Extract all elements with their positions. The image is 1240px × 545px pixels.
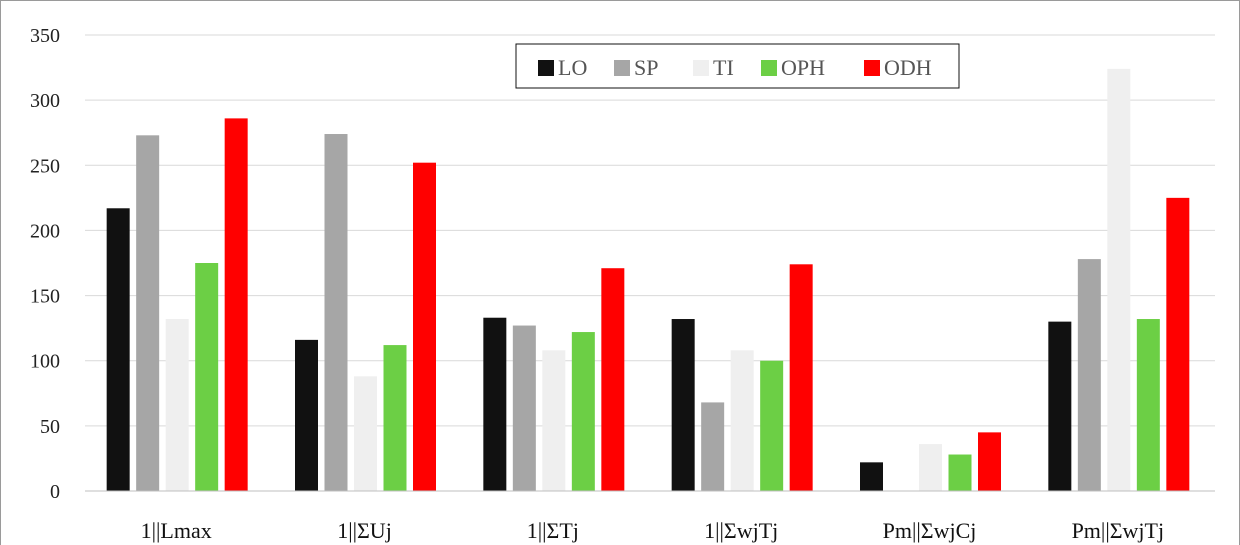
- y-tick-label: 0: [50, 481, 60, 503]
- legend-swatch-lo: [538, 60, 554, 76]
- category-label: Pm||ΣwjTj: [1072, 518, 1165, 543]
- legend: LO SP TI OPH ODH: [515, 43, 960, 89]
- legend-swatch-odh: [864, 60, 880, 76]
- bar-sp-0: [136, 135, 160, 491]
- legend-label-oph: OPH: [781, 55, 825, 80]
- bar-sp-1: [324, 134, 348, 491]
- y-tick-label: 50: [40, 416, 60, 438]
- gridlines: [85, 34, 1215, 427]
- y-tick-label: 150: [30, 286, 60, 308]
- y-axis-ticks: 0 50 100 150 200 250 300 350: [30, 25, 60, 503]
- bar-ti-2: [542, 350, 566, 491]
- legend-swatch-oph: [761, 60, 777, 76]
- legend-label-odh: ODH: [884, 55, 932, 80]
- bar-odh-0: [224, 118, 248, 491]
- bar-oph-0: [195, 263, 219, 491]
- bar-lo-1: [295, 339, 318, 491]
- category-label: 1||ΣwjTj: [704, 518, 778, 543]
- bar-lo-3: [671, 319, 695, 491]
- bar-oph-2: [571, 332, 595, 491]
- bar-lo-5: [1048, 321, 1072, 491]
- bar-odh-3: [789, 264, 813, 491]
- bar-odh-2: [601, 268, 625, 491]
- y-tick-label: 350: [30, 25, 60, 47]
- bar-sp-3: [701, 402, 725, 491]
- legend-swatch-sp: [614, 60, 630, 76]
- bars: [106, 68, 1190, 492]
- y-tick-label: 300: [30, 90, 60, 112]
- category-label: 1||ΣUj: [337, 518, 392, 543]
- bar-ti-5: [1107, 68, 1131, 492]
- bar-sp-2: [512, 325, 536, 491]
- bar-oph-1: [383, 345, 407, 491]
- bar-ti-3: [730, 350, 754, 491]
- bar-odh-5: [1166, 197, 1190, 491]
- bar-ti-4: [919, 444, 942, 491]
- bar-ti-1: [354, 376, 377, 491]
- legend-label-ti: TI: [713, 55, 734, 80]
- bar-lo-2: [483, 317, 507, 491]
- bar-oph-4: [948, 454, 972, 491]
- y-tick-label: 100: [30, 351, 60, 373]
- bar-oph-3: [760, 360, 784, 491]
- legend-swatch-ti: [693, 60, 709, 76]
- bar-sp-5: [1077, 259, 1101, 491]
- legend-label-sp: SP: [634, 55, 658, 80]
- category-label: 1||ΣTj: [527, 518, 579, 543]
- category-label: 1||Lmax: [141, 518, 212, 543]
- bar-ti-0: [165, 319, 189, 491]
- bar-odh-4: [978, 432, 1001, 491]
- legend-label-lo: LO: [558, 55, 587, 80]
- category-label: Pm||ΣwjCj: [883, 518, 977, 543]
- category-labels: 1||Lmax 1||ΣUj 1||ΣTj 1||ΣwjTj Pm||ΣwjCj Pm||…: [141, 518, 1164, 543]
- bar-lo-4: [860, 462, 883, 491]
- bar-lo-0: [106, 208, 130, 491]
- y-tick-label: 250: [30, 155, 60, 177]
- y-tick-label: 200: [30, 220, 60, 242]
- bar-oph-5: [1136, 319, 1160, 491]
- legend-box: [515, 43, 960, 89]
- bar-odh-1: [413, 162, 436, 491]
